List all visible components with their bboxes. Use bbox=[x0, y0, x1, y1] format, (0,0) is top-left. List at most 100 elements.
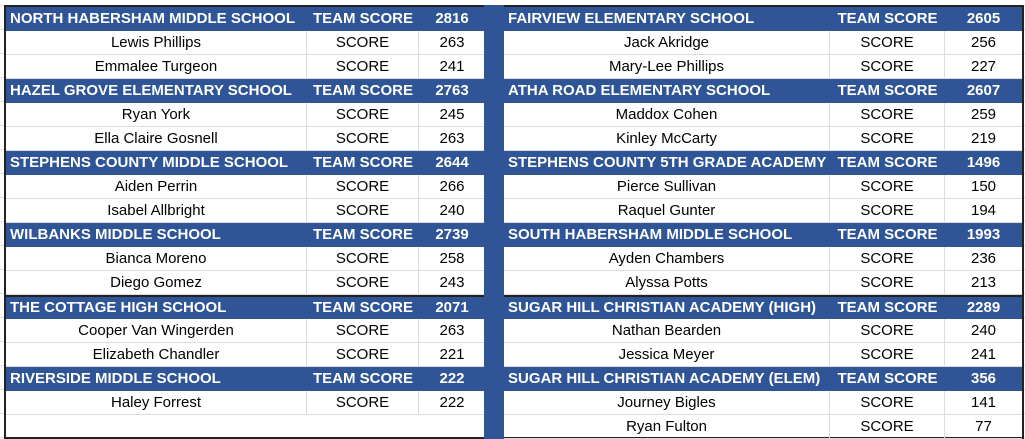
team-score-label: TEAM SCORE bbox=[312, 154, 413, 171]
player-row: Ayden Chambers SCORE 236 bbox=[504, 247, 1022, 271]
player-name: Nathan Bearden bbox=[504, 319, 830, 342]
player-row: Kinley McCarty SCORE 219 bbox=[504, 127, 1022, 151]
player-name: Ryan York bbox=[6, 103, 307, 126]
player-score: 240 bbox=[439, 202, 465, 219]
score-label: SCORE bbox=[830, 391, 945, 414]
player-score: 141 bbox=[970, 394, 997, 411]
player-name: Haley Forrest bbox=[6, 391, 307, 414]
player-score: 222 bbox=[439, 394, 465, 411]
team-score-label: TEAM SCORE bbox=[837, 226, 938, 243]
player-row: Maddox Cohen SCORE 259 bbox=[504, 103, 1022, 127]
team-score-label: TEAM SCORE bbox=[837, 299, 938, 316]
team-score-label: TEAM SCORE bbox=[312, 10, 413, 27]
player-score: 219 bbox=[970, 130, 997, 147]
player-score: 258 bbox=[439, 250, 465, 267]
player-name: Aiden Perrin bbox=[6, 175, 307, 198]
score-label: SCORE bbox=[307, 103, 419, 126]
player-row: Elizabeth Chandler SCORE 221 bbox=[6, 343, 485, 367]
player-score: 227 bbox=[970, 58, 997, 75]
team-score-value: 1993 bbox=[966, 226, 1001, 243]
player-name: Ella Claire Gosnell bbox=[6, 127, 307, 150]
school-header-row: FAIRVIEW ELEMENTARY SCHOOL TEAM SCORE 26… bbox=[504, 7, 1022, 31]
player-name: Isabel Allbright bbox=[6, 199, 307, 222]
player-row: Journey Bigles SCORE 141 bbox=[504, 391, 1022, 415]
player-row: Cooper Van Wingerden SCORE 263 bbox=[6, 319, 485, 343]
score-label: SCORE bbox=[307, 55, 419, 78]
player-score: 241 bbox=[970, 346, 997, 363]
school-name: NORTH HABERSHAM MIDDLE SCHOOL bbox=[10, 10, 295, 27]
school-header-row: STEPHENS COUNTY MIDDLE SCHOOL TEAM SCORE… bbox=[6, 151, 485, 175]
school-name: HAZEL GROVE ELEMENTARY SCHOOL bbox=[10, 82, 292, 99]
player-row: Isabel Allbright SCORE 240 bbox=[6, 199, 485, 223]
player-row: Ella Claire Gosnell SCORE 263 bbox=[6, 127, 485, 151]
player-row: Mary-Lee Phillips SCORE 227 bbox=[504, 55, 1022, 79]
player-row: Haley Forrest SCORE 222 bbox=[6, 391, 485, 415]
player-score: 263 bbox=[439, 130, 465, 147]
score-label: SCORE bbox=[307, 343, 419, 366]
team-score-value: 2289 bbox=[966, 299, 1001, 316]
score-label: SCORE bbox=[307, 247, 419, 270]
player-score: 243 bbox=[439, 274, 465, 291]
player-score: 240 bbox=[970, 322, 997, 339]
player-score: 213 bbox=[970, 274, 997, 291]
player-name: Pierce Sullivan bbox=[504, 175, 830, 198]
player-score: 266 bbox=[439, 178, 465, 195]
score-label: SCORE bbox=[307, 175, 419, 198]
team-score-value: 356 bbox=[970, 370, 997, 387]
player-row: Jessica Meyer SCORE 241 bbox=[504, 343, 1022, 367]
school-header-row: WILBANKS MIDDLE SCHOOL TEAM SCORE 2739 bbox=[6, 223, 485, 247]
score-label: SCORE bbox=[307, 31, 419, 54]
player-row: Jack Akridge SCORE 256 bbox=[504, 31, 1022, 55]
player-score: 259 bbox=[970, 106, 997, 123]
school-name: STEPHENS COUNTY MIDDLE SCHOOL bbox=[10, 154, 289, 171]
score-label: SCORE bbox=[307, 391, 419, 414]
team-score-label: TEAM SCORE bbox=[312, 370, 413, 387]
player-name: Kinley McCarty bbox=[504, 127, 830, 150]
player-score: 221 bbox=[439, 346, 465, 363]
player-name: Jack Akridge bbox=[504, 31, 830, 54]
player-row: Ryan York SCORE 245 bbox=[6, 103, 485, 127]
player-name: Jessica Meyer bbox=[504, 343, 830, 366]
score-label: SCORE bbox=[830, 175, 945, 198]
player-row: Nathan Bearden SCORE 240 bbox=[504, 319, 1022, 343]
school-name: RIVERSIDE MIDDLE SCHOOL bbox=[10, 370, 221, 387]
player-name: Ryan Fulton bbox=[504, 415, 830, 438]
player-score: 263 bbox=[439, 322, 465, 339]
score-label: SCORE bbox=[307, 199, 419, 222]
player-name: Mary-Lee Phillips bbox=[504, 55, 830, 78]
team-score-label: TEAM SCORE bbox=[837, 10, 938, 27]
score-label: SCORE bbox=[307, 271, 419, 294]
school-name: SOUTH HABERSHAM MIDDLE SCHOOL bbox=[508, 226, 793, 243]
school-name: SUGAR HILL CHRISTIAN ACADEMY (ELEM) bbox=[508, 370, 821, 387]
player-row: Ryan Fulton SCORE 77 bbox=[504, 415, 1022, 439]
school-header-row: SOUTH HABERSHAM MIDDLE SCHOOL TEAM SCORE… bbox=[504, 223, 1022, 247]
right-score-table: FAIRVIEW ELEMENTARY SCHOOL TEAM SCORE 26… bbox=[504, 5, 1024, 439]
school-header-row: STEPHENS COUNTY 5TH GRADE ACADEMY TEAM S… bbox=[504, 151, 1022, 175]
score-label: SCORE bbox=[830, 199, 945, 222]
school-header-row: HAZEL GROVE ELEMENTARY SCHOOL TEAM SCORE… bbox=[6, 79, 485, 103]
player-name: Journey Bigles bbox=[504, 391, 830, 414]
player-name: Emmalee Turgeon bbox=[6, 55, 307, 78]
team-score-value: 2071 bbox=[435, 299, 469, 316]
team-score-label: TEAM SCORE bbox=[837, 82, 938, 99]
school-name: SUGAR HILL CHRISTIAN ACADEMY (HIGH) bbox=[508, 299, 817, 316]
player-row: Emmalee Turgeon SCORE 241 bbox=[6, 55, 485, 79]
team-score-label: TEAM SCORE bbox=[837, 370, 938, 387]
score-label: SCORE bbox=[830, 103, 945, 126]
team-score-label: TEAM SCORE bbox=[312, 226, 413, 243]
score-label: SCORE bbox=[307, 319, 419, 342]
team-score-value: 2816 bbox=[435, 10, 469, 27]
player-row: Alyssa Potts SCORE 213 bbox=[504, 271, 1022, 295]
team-score-value: 2739 bbox=[435, 226, 469, 243]
school-header-row: RIVERSIDE MIDDLE SCHOOL TEAM SCORE 222 bbox=[6, 367, 485, 391]
score-label: SCORE bbox=[830, 127, 945, 150]
team-score-value: 222 bbox=[439, 370, 465, 387]
player-row: Raquel Gunter SCORE 194 bbox=[504, 199, 1022, 223]
player-name: Bianca Moreno bbox=[6, 247, 307, 270]
school-header-row: SUGAR HILL CHRISTIAN ACADEMY (ELEM) TEAM… bbox=[504, 367, 1022, 391]
score-label: SCORE bbox=[830, 55, 945, 78]
team-score-label: TEAM SCORE bbox=[312, 299, 413, 316]
school-header-row: SUGAR HILL CHRISTIAN ACADEMY (HIGH) TEAM… bbox=[504, 295, 1022, 319]
team-score-value: 2763 bbox=[435, 82, 469, 99]
school-name: ATHA ROAD ELEMENTARY SCHOOL bbox=[508, 82, 771, 99]
